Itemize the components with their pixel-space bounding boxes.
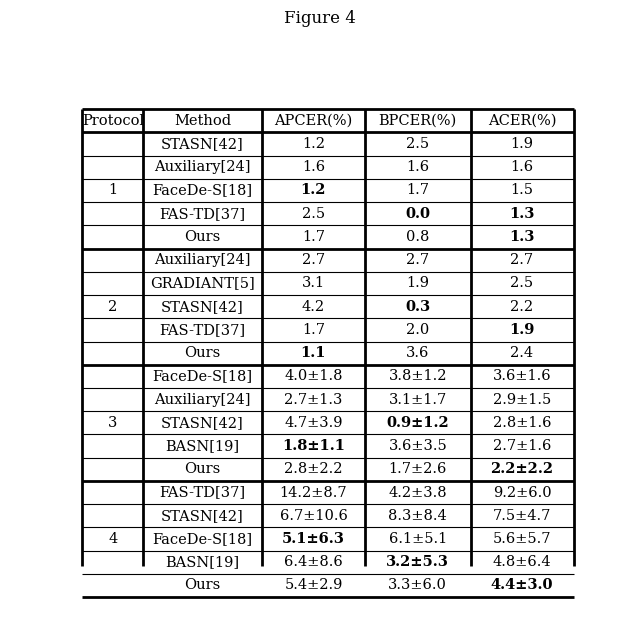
Text: 2.7±1.6: 2.7±1.6	[493, 439, 551, 453]
Text: 3.6±1.6: 3.6±1.6	[493, 369, 551, 383]
Text: 4: 4	[108, 532, 118, 546]
Text: 1.2: 1.2	[302, 137, 325, 151]
Text: Ours: Ours	[184, 230, 221, 244]
Text: 14.2±8.7: 14.2±8.7	[280, 485, 348, 499]
Text: 1.1: 1.1	[301, 346, 326, 360]
Text: 3.6: 3.6	[406, 346, 429, 360]
Text: 1.9: 1.9	[509, 323, 535, 337]
Text: 5.1±6.3: 5.1±6.3	[282, 532, 345, 546]
Text: 1.5: 1.5	[511, 184, 534, 198]
Text: 1.6: 1.6	[511, 160, 534, 174]
Text: STASN[42]: STASN[42]	[161, 416, 244, 430]
Text: 0.8: 0.8	[406, 230, 429, 244]
Text: 2.9±1.5: 2.9±1.5	[493, 393, 551, 406]
Text: Ours: Ours	[184, 578, 221, 593]
Text: 1.6: 1.6	[406, 160, 429, 174]
Text: STASN[42]: STASN[42]	[161, 508, 244, 523]
Text: 2.8±2.2: 2.8±2.2	[284, 462, 343, 476]
Text: 1.3: 1.3	[509, 230, 535, 244]
Text: 0.0: 0.0	[405, 207, 430, 221]
Text: Protocol: Protocol	[82, 114, 144, 128]
Text: 6.4±8.6: 6.4±8.6	[284, 555, 343, 569]
Text: 2: 2	[108, 300, 118, 314]
Text: ACER(%): ACER(%)	[488, 114, 556, 128]
Text: 2.5: 2.5	[511, 277, 534, 290]
Text: 3: 3	[108, 416, 118, 430]
Text: 4.8±6.4: 4.8±6.4	[493, 555, 551, 569]
Text: 9.2±6.0: 9.2±6.0	[493, 485, 551, 499]
Text: 2.7: 2.7	[511, 253, 534, 267]
Text: FAS-TD[37]: FAS-TD[37]	[159, 323, 246, 337]
Text: 7.5±4.7: 7.5±4.7	[493, 508, 551, 523]
Text: 2.5: 2.5	[302, 207, 325, 221]
Text: 0.3: 0.3	[405, 300, 430, 314]
Text: 4.7±3.9: 4.7±3.9	[284, 416, 343, 430]
Text: BASN[19]: BASN[19]	[166, 555, 239, 569]
Text: 5.6±5.7: 5.6±5.7	[493, 532, 551, 546]
Text: STASN[42]: STASN[42]	[161, 300, 244, 314]
Text: 4.2: 4.2	[302, 300, 325, 314]
Text: 3.1±1.7: 3.1±1.7	[388, 393, 447, 406]
Text: GRADIANT[5]: GRADIANT[5]	[150, 277, 255, 290]
Text: STASN[42]: STASN[42]	[161, 137, 244, 151]
Text: 2.2: 2.2	[511, 300, 534, 314]
Text: APCER(%): APCER(%)	[275, 114, 353, 128]
Text: Auxiliary[24]: Auxiliary[24]	[154, 160, 251, 174]
Text: 4.0±1.8: 4.0±1.8	[284, 369, 343, 383]
Text: 3.8±1.2: 3.8±1.2	[388, 369, 447, 383]
Text: 3.2±5.3: 3.2±5.3	[387, 555, 449, 569]
Text: Auxiliary[24]: Auxiliary[24]	[154, 253, 251, 267]
Text: 2.0: 2.0	[406, 323, 429, 337]
Text: 1.7: 1.7	[302, 230, 325, 244]
Text: FAS-TD[37]: FAS-TD[37]	[159, 485, 246, 499]
Text: 8.3±8.4: 8.3±8.4	[388, 508, 447, 523]
Text: 6.1±5.1: 6.1±5.1	[388, 532, 447, 546]
Text: 4.4±3.0: 4.4±3.0	[491, 578, 554, 593]
Text: Method: Method	[174, 114, 231, 128]
Text: 2.7: 2.7	[406, 253, 429, 267]
Text: Auxiliary[24]: Auxiliary[24]	[154, 393, 251, 406]
Text: 2.7: 2.7	[302, 253, 325, 267]
Text: Ours: Ours	[184, 462, 221, 476]
Text: 2.4: 2.4	[511, 346, 534, 360]
Text: 1.7±2.6: 1.7±2.6	[388, 462, 447, 476]
Text: 1.9: 1.9	[406, 277, 429, 290]
Text: 5.4±2.9: 5.4±2.9	[284, 578, 342, 593]
Text: 1.3: 1.3	[509, 207, 535, 221]
Text: FAS-TD[37]: FAS-TD[37]	[159, 207, 246, 221]
Text: 1: 1	[108, 184, 117, 198]
Text: 1.9: 1.9	[511, 137, 534, 151]
Text: 1.2: 1.2	[301, 184, 326, 198]
Text: 0.9±1.2: 0.9±1.2	[387, 416, 449, 430]
Text: 3.1: 3.1	[302, 277, 325, 290]
Text: BPCER(%): BPCER(%)	[379, 114, 457, 128]
Text: 2.7±1.3: 2.7±1.3	[284, 393, 342, 406]
Text: 1.6: 1.6	[302, 160, 325, 174]
Text: 3.3±6.0: 3.3±6.0	[388, 578, 447, 593]
Text: FaceDe-S[18]: FaceDe-S[18]	[152, 369, 253, 383]
Text: 2.2±2.2: 2.2±2.2	[490, 462, 554, 476]
Text: 6.7±10.6: 6.7±10.6	[280, 508, 348, 523]
Text: FaceDe-S[18]: FaceDe-S[18]	[152, 184, 253, 198]
Text: Ours: Ours	[184, 346, 221, 360]
Text: BASN[19]: BASN[19]	[166, 439, 239, 453]
Text: 2.8±1.6: 2.8±1.6	[493, 416, 551, 430]
Text: 1.7: 1.7	[302, 323, 325, 337]
Text: 4.2±3.8: 4.2±3.8	[388, 485, 447, 499]
Text: 1.8±1.1: 1.8±1.1	[282, 439, 345, 453]
Text: 3.6±3.5: 3.6±3.5	[388, 439, 447, 453]
Text: FaceDe-S[18]: FaceDe-S[18]	[152, 532, 253, 546]
Text: 1.7: 1.7	[406, 184, 429, 198]
Text: Figure 4: Figure 4	[284, 10, 356, 26]
Text: 2.5: 2.5	[406, 137, 429, 151]
